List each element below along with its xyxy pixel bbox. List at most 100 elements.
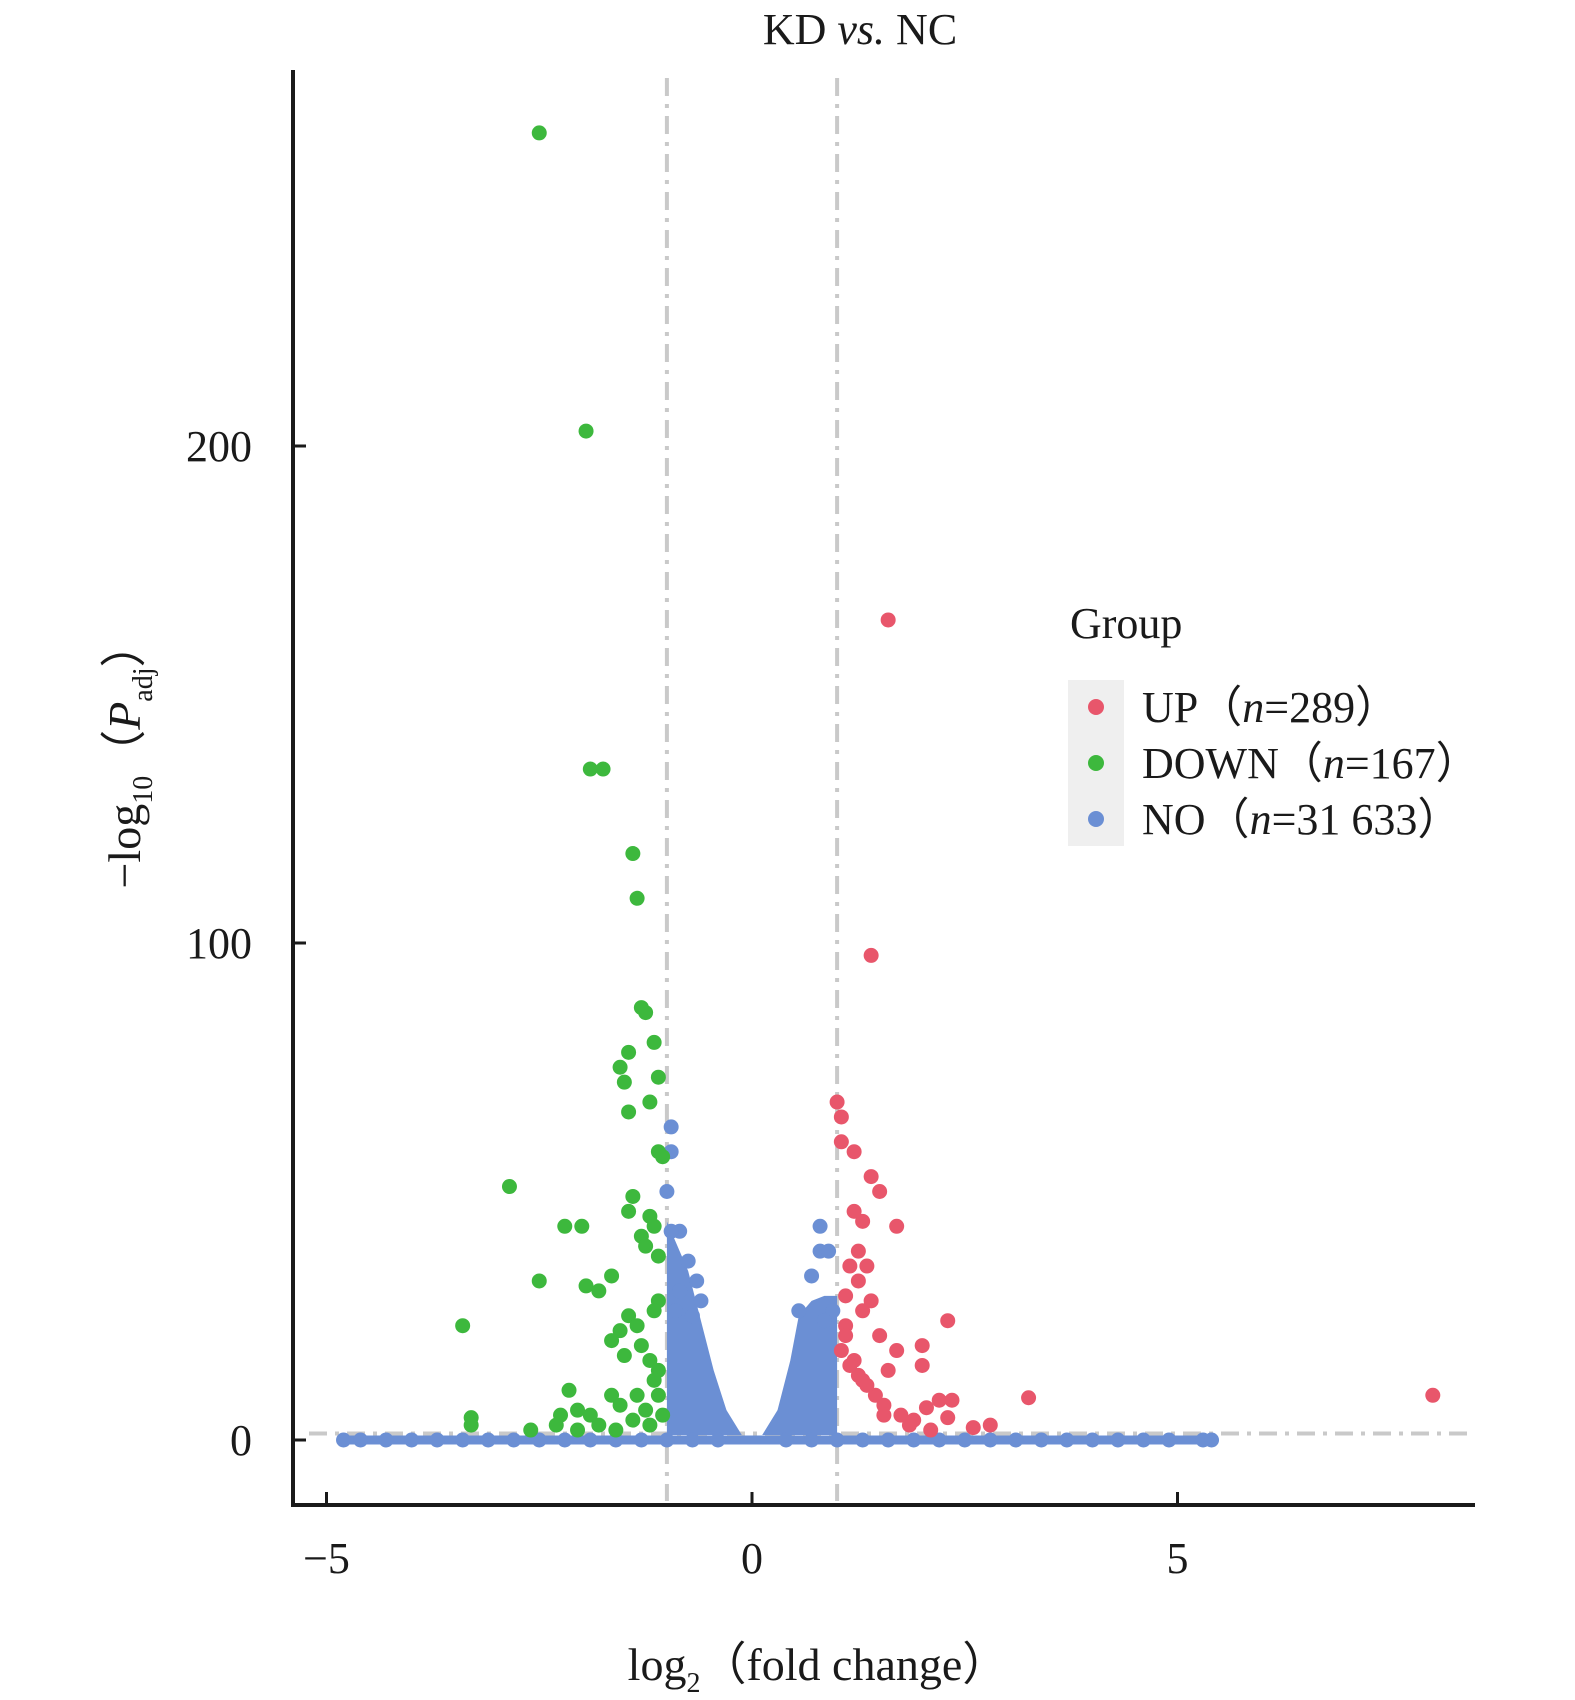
down-point (582, 1407, 598, 1423)
up-point (838, 1328, 854, 1344)
down-point (591, 1283, 607, 1299)
no-point (1161, 1432, 1177, 1448)
up-point (833, 1134, 849, 1150)
x-tick-label: 5 (1167, 1534, 1189, 1583)
no-point (880, 1432, 896, 1448)
down-point (570, 1402, 586, 1418)
down-point (523, 1422, 539, 1438)
up-point (838, 1288, 854, 1304)
no-point (825, 1303, 841, 1319)
down-point (561, 1382, 577, 1398)
down-point (642, 1417, 658, 1433)
no-point (506, 1432, 522, 1448)
legend-swatch-no (1088, 811, 1104, 827)
no-point (710, 1432, 726, 1448)
no-point (659, 1184, 675, 1199)
no-point (684, 1308, 700, 1324)
down-point (621, 1308, 637, 1324)
down-point (604, 1333, 620, 1349)
up-point (872, 1184, 888, 1199)
no-point (480, 1432, 496, 1448)
down-point (612, 1397, 628, 1413)
up-point (846, 1203, 862, 1219)
down-point (646, 1372, 662, 1388)
down-point (557, 1218, 573, 1234)
no-point (778, 1432, 794, 1448)
down-point (625, 1412, 641, 1428)
up-point (901, 1417, 917, 1433)
no-point (957, 1432, 973, 1448)
down-point (638, 1238, 654, 1254)
up-point (1021, 1390, 1037, 1406)
no-point (1204, 1432, 1220, 1448)
down-point (604, 1387, 620, 1403)
no-point (684, 1432, 700, 1448)
down-point (548, 1417, 564, 1433)
no-point (1059, 1432, 1075, 1448)
down-point (633, 1338, 649, 1354)
down-point (655, 1149, 671, 1165)
no-point (693, 1293, 709, 1309)
no-point (455, 1432, 471, 1448)
up-point (833, 1109, 849, 1125)
no-point (582, 1432, 598, 1448)
up-point (940, 1410, 956, 1426)
down-point (629, 1387, 645, 1403)
down-point (642, 1352, 658, 1368)
y-tick-label: 0 (230, 1416, 252, 1465)
down-point (531, 125, 547, 141)
no-point (680, 1253, 696, 1269)
no-point (812, 1218, 828, 1234)
up-point (872, 1328, 888, 1344)
up-point (846, 1144, 862, 1160)
legend-title: Group (1070, 599, 1182, 648)
down-point (629, 1318, 645, 1334)
down-point (616, 1348, 632, 1364)
up-point (850, 1273, 866, 1289)
no-point (791, 1303, 807, 1319)
no-point (663, 1223, 679, 1239)
down-point (642, 1094, 658, 1110)
up-point (940, 1313, 956, 1329)
down-point (582, 761, 598, 777)
up-point (982, 1417, 998, 1433)
up-point (829, 1094, 845, 1110)
legend-swatch-down (1088, 755, 1104, 771)
down-point (578, 1278, 594, 1294)
down-point (646, 1034, 662, 1050)
no-point (816, 1313, 832, 1329)
up-point (918, 1400, 934, 1416)
up-point (889, 1218, 905, 1234)
legend: Group UP（n=289） DOWN（n=167） NO（n=31 633） (1068, 599, 1480, 846)
down-point (646, 1218, 662, 1234)
no-point (336, 1432, 352, 1448)
down-point (646, 1303, 662, 1319)
down-point (604, 1268, 620, 1284)
up-point (855, 1213, 871, 1229)
down-point (595, 761, 611, 777)
down-point (463, 1417, 479, 1433)
no-point (1110, 1432, 1126, 1448)
no-point (804, 1268, 820, 1284)
legend-label-up: UP（n=289） (1142, 683, 1399, 732)
no-group-baseline-band (343, 1435, 1212, 1445)
no-point (531, 1432, 547, 1448)
down-point (578, 423, 594, 439)
no-point (1084, 1432, 1100, 1448)
down-point (638, 1402, 654, 1418)
up-point (880, 1362, 896, 1378)
down-point (455, 1318, 471, 1334)
down-point (621, 1044, 637, 1060)
no-point (982, 1432, 998, 1448)
y-tick-label: 100 (186, 919, 252, 968)
up-point (842, 1357, 858, 1373)
down-point (625, 1188, 641, 1204)
up-point (855, 1372, 871, 1388)
down-point (655, 1407, 671, 1423)
no-point (633, 1432, 649, 1448)
up-point (914, 1338, 930, 1354)
no-group-dense-region-1 (666, 1221, 742, 1436)
no-point (672, 1283, 688, 1299)
